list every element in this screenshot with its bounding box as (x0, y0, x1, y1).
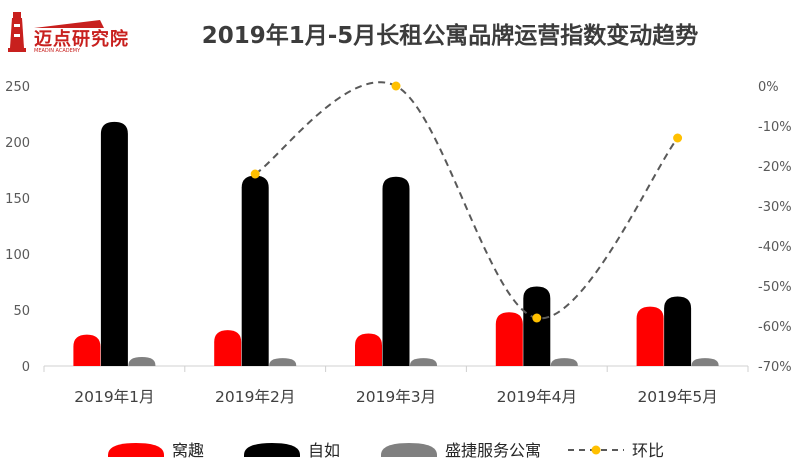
bar-窝趣 (73, 334, 101, 366)
legend: 窝趣 自如 盛捷服务公寓 环比 (108, 441, 664, 460)
x-tick-label: 2019年4月 (497, 388, 577, 406)
bar-盛捷服务公寓 (269, 358, 297, 366)
y-right-tick-label: 0% (758, 80, 779, 95)
x-tick-label: 2019年5月 (637, 388, 717, 406)
series-line-环比 (254, 81, 679, 320)
x-tick-label: 2019年1月 (74, 388, 154, 406)
logo-stripe (34, 20, 104, 28)
bar-窝趣 (214, 330, 242, 366)
legend-swatch-窝趣 (108, 443, 164, 457)
legend-swatch-盛捷服务公寓 (381, 443, 437, 457)
line-point-环比 (532, 313, 542, 323)
bar-自如 (241, 175, 269, 366)
bar-盛捷服务公寓 (128, 357, 156, 366)
y-right-tick-label: -30% (758, 200, 792, 215)
legend-swatch-point (591, 445, 601, 455)
x-axis-labels: 2019年1月 2019年2月 2019年3月 2019年4月 2019年5月 (74, 388, 718, 406)
lighthouse-icon (8, 12, 26, 52)
brand-logo: 迈点研究院 MEADIN ACADEMY (4, 8, 134, 58)
x-tick-label: 2019年2月 (215, 388, 295, 406)
y-right-tick-label: -10% (758, 120, 792, 135)
y-left-tick-label: 0 (22, 360, 30, 375)
brand-tagline: MEADIN ACADEMY (34, 48, 81, 54)
line-point-环比 (250, 169, 260, 179)
y-right-tick-label: -50% (758, 280, 792, 295)
y-right-tick-label: -70% (758, 360, 792, 375)
legend-label-环比: 环比 (632, 441, 664, 460)
y-left-tick-label: 150 (5, 192, 30, 207)
bar-自如 (100, 121, 128, 366)
bar-盛捷服务公寓 (410, 358, 437, 366)
x-tick-label: 2019年3月 (356, 388, 436, 406)
bar-自如 (664, 296, 692, 366)
y-left-tick-label: 50 (13, 304, 30, 319)
legend-label-盛捷服务公寓: 盛捷服务公寓 (445, 441, 541, 460)
chart-title: 2019年1月-5月长租公寓品牌运营指数变动趋势 (201, 23, 699, 49)
y-axis-right: -70% -60% -50% -40% -30% -20% -10% 0% (758, 80, 792, 375)
x-axis-ticks (43, 366, 749, 372)
y-right-tick-label: -20% (758, 160, 792, 175)
y-left-tick-label: 250 (5, 80, 30, 95)
y-right-tick-label: -60% (758, 320, 792, 335)
y-axis-left: 0 50 100 150 200 250 (5, 80, 30, 375)
bar-marks (73, 121, 719, 366)
bar-自如 (523, 286, 551, 366)
legend-label-自如: 自如 (308, 441, 340, 460)
legend-swatch-自如 (244, 443, 300, 457)
brand-name: 迈点研究院 (34, 29, 129, 50)
bar-自如 (382, 176, 410, 366)
line-point-环比 (673, 133, 683, 143)
bar-盛捷服务公寓 (691, 358, 719, 366)
y-left-tick-label: 200 (5, 136, 30, 151)
line-points (250, 81, 683, 323)
bar-窝趣 (636, 306, 664, 366)
y-left-tick-label: 100 (5, 248, 30, 263)
y-right-tick-label: -40% (758, 240, 792, 255)
bar-窝趣 (355, 333, 382, 366)
line-point-环比 (391, 81, 401, 91)
legend-label-窝趣: 窝趣 (172, 441, 204, 460)
bar-盛捷服务公寓 (550, 358, 578, 366)
bar-窝趣 (495, 312, 523, 366)
